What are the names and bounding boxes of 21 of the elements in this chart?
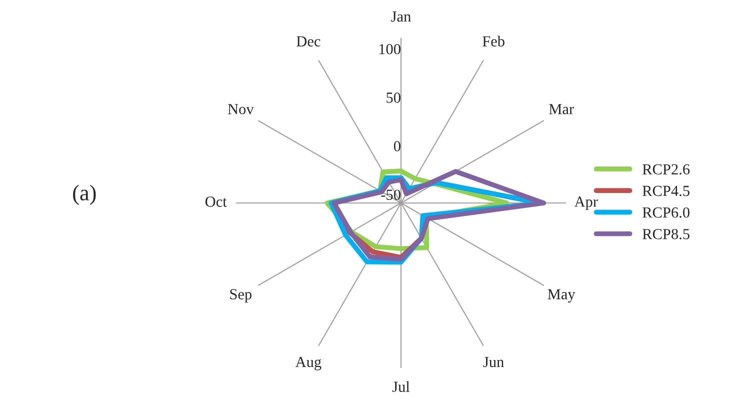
spoke-label: Oct (205, 196, 227, 207)
legend-label: RCP4.5 (642, 186, 690, 196)
spoke-label: Jun (483, 357, 504, 368)
spoke-label: Sep (230, 289, 252, 302)
legend-label: RCP8.5 (642, 228, 690, 240)
text: (a) (73, 184, 96, 205)
legend-label: RCP6.0 (642, 207, 690, 218)
spoke-label: Nov (228, 104, 254, 114)
spoke-label: May (548, 289, 576, 302)
spoke-label: Aug (295, 356, 322, 370)
spoke-label: Dec (296, 36, 320, 46)
legend-label: RCP2.6 (642, 164, 690, 175)
y-tick-label: -50 (381, 190, 400, 200)
y-tick-label: 0 (394, 141, 400, 152)
spoke-label: Jan (391, 12, 411, 22)
spoke-label: Mar (549, 104, 574, 114)
spoke-label: Jul (392, 381, 410, 392)
spoke-label: Apr (574, 196, 598, 210)
y-tick-label: 50 (386, 92, 400, 103)
spoke-label: Feb (482, 36, 504, 46)
y-tick-label: 100 (379, 44, 400, 54)
